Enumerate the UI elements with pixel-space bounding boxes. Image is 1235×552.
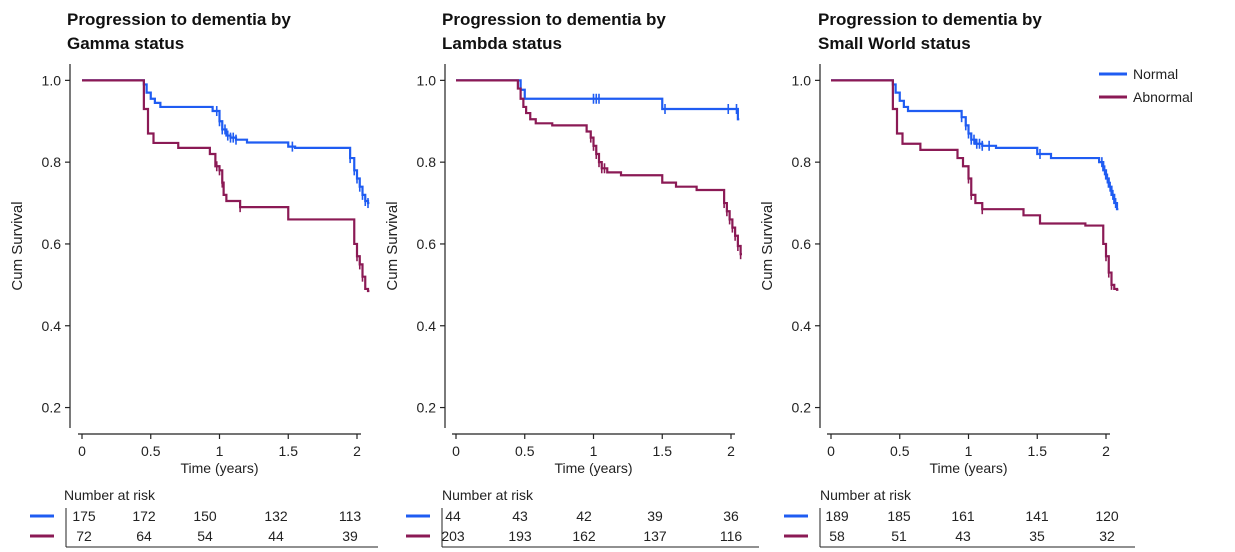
- risk-count: 35: [1029, 528, 1045, 544]
- x-tick-label: 1: [965, 443, 973, 459]
- x-tick-label: 0: [78, 443, 86, 459]
- y-tick-label: 0.6: [792, 236, 812, 252]
- risk-count: 150: [193, 508, 217, 524]
- y-tick-label: 1.0: [42, 72, 62, 88]
- risk-count: 36: [723, 508, 739, 524]
- y-tick-label: 0.2: [792, 400, 812, 416]
- x-tick-label: 1.5: [653, 443, 673, 459]
- chart-title-line: Gamma status: [67, 34, 184, 53]
- risk-count: 162: [572, 528, 596, 544]
- x-tick-label: 0.5: [515, 443, 535, 459]
- x-tick-label: 1: [216, 443, 224, 459]
- y-axis-label: Cum Survival: [759, 201, 776, 290]
- risk-count: 51: [891, 528, 907, 544]
- x-tick-label: 1: [590, 443, 598, 459]
- chart-panel-3: Progression to dementia by Small World st…: [759, 10, 1135, 548]
- y-tick-label: 0.8: [42, 154, 62, 170]
- risk-count: 43: [955, 528, 971, 544]
- risk-count: 193: [508, 528, 532, 544]
- legend-label-normal: Normal: [1133, 66, 1178, 82]
- chart-title-line: Small World status: [818, 34, 971, 53]
- km-curve-normal: [82, 79, 370, 205]
- x-tick-label: 2: [353, 443, 361, 459]
- y-tick-label: 1.0: [792, 72, 812, 88]
- chart-panel-1: Progression to dementia by Gamma status 0.…: [9, 10, 378, 548]
- risk-count: 39: [342, 528, 358, 544]
- risk-count: 113: [339, 508, 362, 524]
- km-curve-normal: [456, 79, 740, 121]
- y-tick-label: 0.8: [792, 154, 812, 170]
- chart-panel-2: Progression to dementia by Lambda status 0…: [384, 10, 759, 548]
- y-tick-label: 0.4: [417, 318, 437, 334]
- x-tick-label: 0.5: [141, 443, 161, 459]
- chart-title-line: Progression to dementia by: [67, 10, 291, 29]
- x-tick-label: 1.5: [1028, 443, 1048, 459]
- risk-count: 203: [441, 528, 465, 544]
- y-tick-label: 0.6: [417, 236, 437, 252]
- y-tick-label: 0.4: [42, 318, 62, 334]
- risk-count: 42: [576, 508, 592, 524]
- risk-count: 43: [512, 508, 528, 524]
- y-tick-label: 0.2: [417, 400, 437, 416]
- y-tick-label: 0.2: [42, 400, 62, 416]
- risk-count: 32: [1099, 528, 1115, 544]
- y-tick-label: 0.8: [417, 154, 437, 170]
- risk-count: 44: [445, 508, 461, 524]
- x-axis-label: Time (years): [554, 460, 632, 476]
- y-axis-label: Cum Survival: [9, 201, 26, 290]
- risk-count: 141: [1025, 508, 1049, 524]
- risk-count: 58: [829, 528, 845, 544]
- risk-count: 39: [647, 508, 663, 524]
- km-curve-abnormal: [831, 79, 1119, 291]
- x-axis-label: Time (years): [180, 460, 258, 476]
- y-tick-label: 1.0: [417, 72, 437, 88]
- x-axis-label: Time (years): [929, 460, 1007, 476]
- risk-count: 189: [825, 508, 849, 524]
- risk-count: 44: [268, 528, 284, 544]
- risk-count: 161: [951, 508, 975, 524]
- risk-count: 172: [132, 508, 156, 524]
- risk-count: 132: [264, 508, 288, 524]
- legend: Normal Abnormal: [1099, 66, 1193, 105]
- risk-count: 72: [76, 528, 92, 544]
- x-tick-label: 0: [452, 443, 460, 459]
- x-tick-label: 1.5: [279, 443, 299, 459]
- risk-count: 116: [720, 528, 743, 544]
- risk-table-header: Number at risk: [64, 487, 156, 503]
- risk-count: 175: [72, 508, 96, 524]
- risk-count: 185: [887, 508, 911, 524]
- risk-count: 54: [197, 528, 213, 544]
- risk-count: 137: [643, 528, 667, 544]
- x-tick-label: 0.5: [890, 443, 910, 459]
- km-curve-abnormal: [456, 79, 742, 256]
- x-tick-label: 0: [827, 443, 835, 459]
- chart-title-line: Progression to dementia by: [818, 10, 1042, 29]
- risk-table-header: Number at risk: [442, 487, 534, 503]
- y-tick-label: 0.6: [42, 236, 62, 252]
- risk-count: 120: [1095, 508, 1119, 524]
- risk-count: 64: [136, 528, 152, 544]
- chart-title-line: Lambda status: [442, 34, 562, 53]
- x-tick-label: 2: [1102, 443, 1110, 459]
- legend-label-abnormal: Abnormal: [1133, 89, 1193, 105]
- x-tick-label: 2: [727, 443, 735, 459]
- km-curve-normal: [831, 79, 1119, 211]
- risk-table-header: Number at risk: [820, 487, 912, 503]
- chart-title-line: Progression to dementia by: [442, 10, 666, 29]
- km-curve-abnormal: [82, 79, 370, 293]
- y-tick-label: 0.4: [792, 318, 812, 334]
- y-axis-label: Cum Survival: [384, 201, 401, 290]
